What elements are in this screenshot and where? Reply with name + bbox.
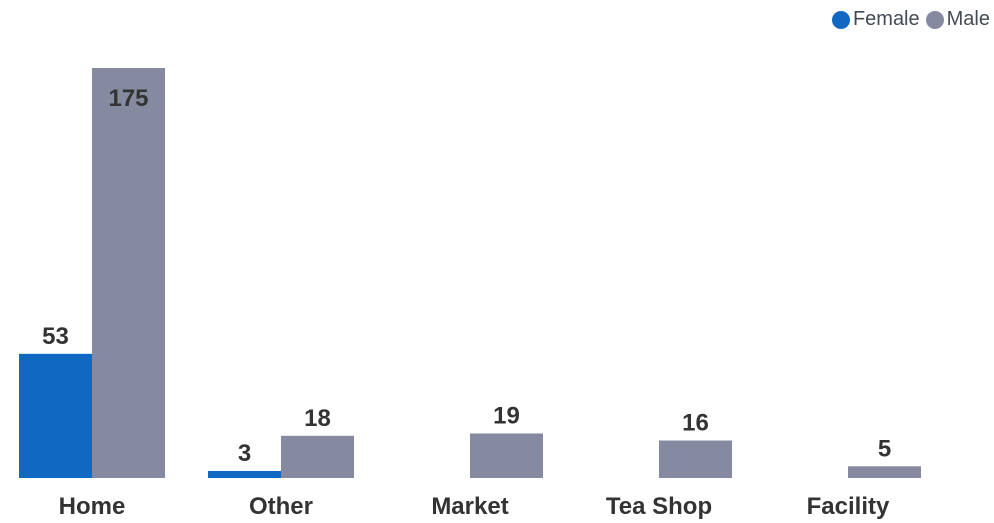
value-label-male-market: 19 [493,402,520,429]
bar-male-market [470,433,543,478]
bar-male-tea-shop [659,441,732,478]
value-label-male-tea-shop: 16 [682,410,709,437]
value-label-female-home: 53 [42,323,69,350]
value-label-male-other: 18 [304,405,331,432]
category-label-other: Other [249,493,313,520]
category-label-home: Home [59,493,126,520]
bar-female-other [208,471,281,478]
category-label-facility: Facility [807,493,890,520]
category-label-market: Market [431,493,508,520]
bar-female-home [19,354,92,478]
value-label-female-other: 3 [238,440,251,467]
bar-male-home [92,68,165,478]
category-label-tea-shop: Tea Shop [606,493,712,520]
value-label-male-home: 175 [108,85,148,112]
value-label-male-facility: 5 [878,435,891,462]
bar-male-facility [848,466,921,478]
bar-male-other [281,436,354,478]
